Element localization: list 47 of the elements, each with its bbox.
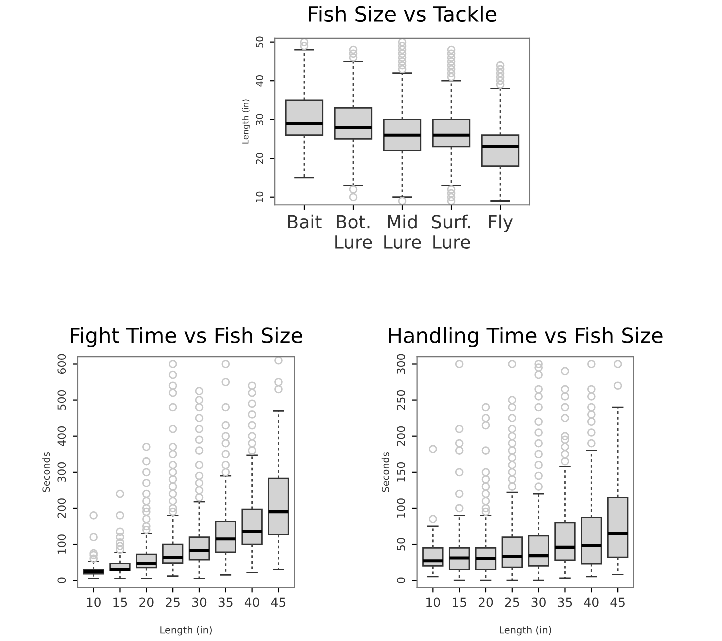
y-tick-label: 50: [256, 36, 264, 48]
x-axis-title: Length (in): [500, 626, 552, 636]
y-tick-label: 100: [397, 498, 406, 518]
y-tick-label: 0: [397, 578, 406, 584]
x-tick-label: Bait: [288, 214, 322, 229]
chart-title: Handling Time vs Fish Size: [389, 327, 663, 348]
x-tick-label: 45: [271, 598, 286, 608]
y-tick-label: 150: [397, 462, 406, 482]
y-tick-label: 50: [397, 538, 406, 551]
x-tick-label: 20: [478, 598, 494, 608]
x-tick-label: 15: [453, 598, 466, 608]
y-tick-label: 400: [58, 426, 66, 446]
chart-title: Fight Time vs Fish Size: [71, 327, 302, 348]
x-axis-title: Length (in): [160, 626, 212, 636]
x-tick-label: 25: [166, 598, 180, 608]
x-tick-label: Surf. Lure: [432, 214, 470, 250]
chart-title: Fish Size vs Tackle: [309, 6, 497, 22]
x-tick-label: 10: [426, 598, 440, 608]
y-tick-label: 600: [58, 354, 66, 374]
y-axis-title: Seconds: [382, 452, 390, 492]
y-tick-label: 100: [58, 534, 66, 554]
y-tick-label: 10: [256, 192, 264, 202]
x-tick-label: 40: [584, 598, 599, 608]
y-tick-label: 300: [58, 462, 66, 482]
x-tick-label: 30: [192, 598, 207, 608]
y-tick-label: 40: [256, 76, 264, 87]
x-tick-label: 35: [218, 598, 233, 608]
y-axis-title: Length (in): [242, 100, 250, 144]
x-tick-label: 35: [558, 598, 572, 608]
y-tick-label: 500: [58, 390, 66, 410]
x-tick-label: 30: [532, 598, 546, 608]
x-tick-label: Mid Lure: [384, 214, 422, 250]
y-tick-label: 200: [58, 498, 66, 518]
x-tick-label: Bot. Lure: [336, 215, 372, 250]
x-tick-label: 45: [610, 598, 625, 608]
y-tick-label: 250: [397, 390, 406, 410]
y-tick-label: 30: [256, 114, 264, 126]
x-tick-label: Fly: [489, 214, 514, 232]
x-tick-label: 25: [505, 598, 520, 608]
y-tick-label: 0: [58, 578, 66, 584]
y-tick-label: 200: [397, 426, 406, 446]
y-tick-label: 20: [256, 153, 264, 164]
x-tick-label: 15: [114, 598, 128, 608]
x-tick-label: 10: [87, 598, 101, 608]
y-tick-label: 300: [397, 354, 406, 374]
y-axis-title: Seconds: [42, 452, 50, 492]
x-tick-label: 20: [140, 598, 154, 608]
